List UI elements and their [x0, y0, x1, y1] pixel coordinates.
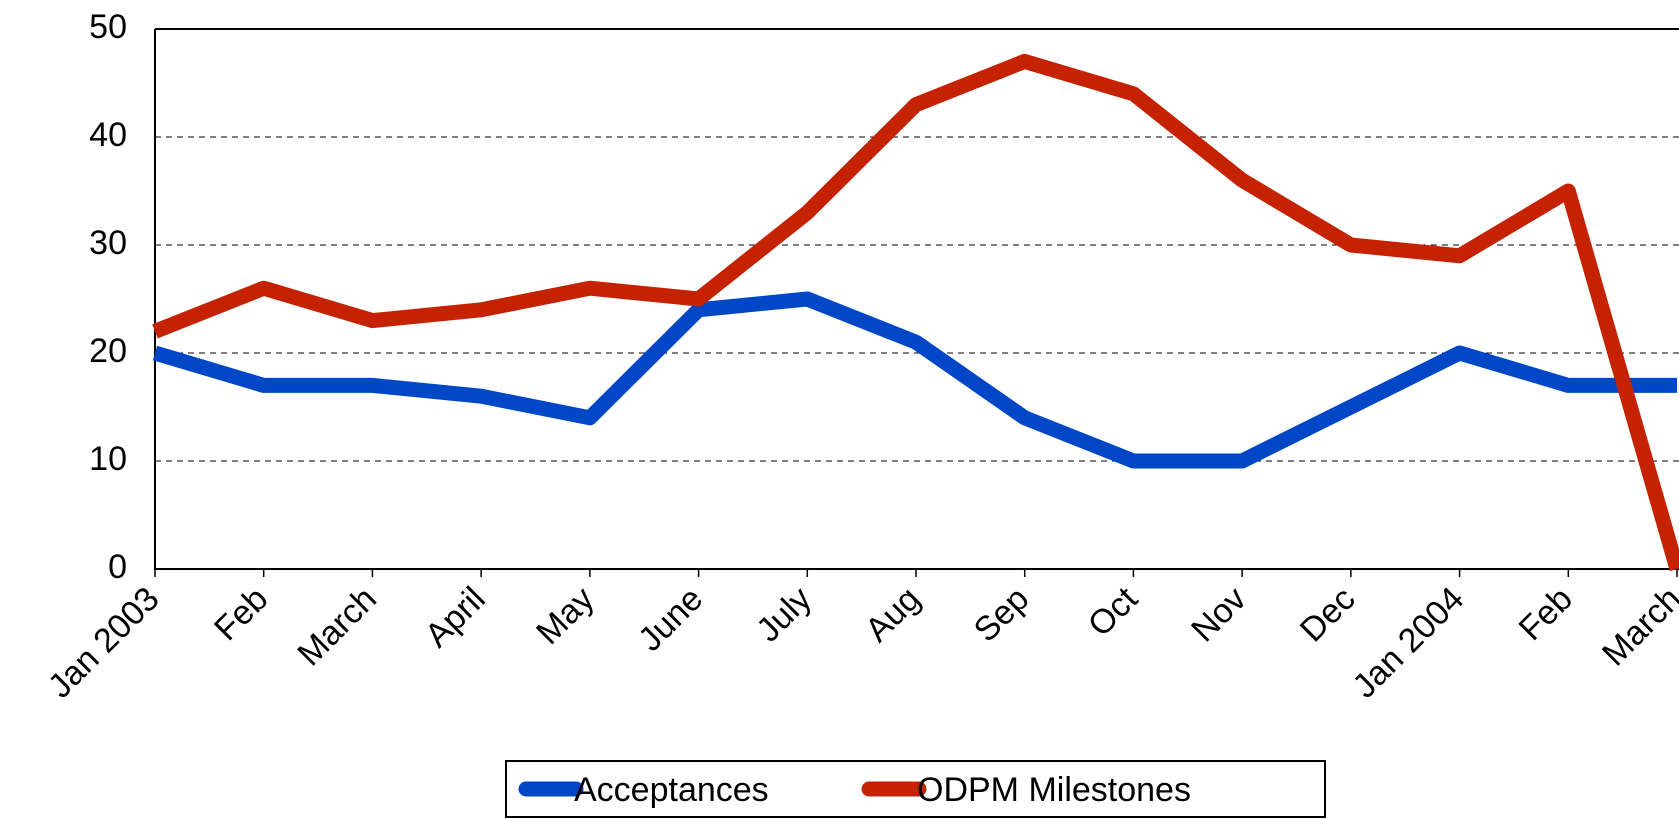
x-tick-label: June	[631, 580, 710, 659]
y-tick-label: 10	[89, 440, 127, 478]
x-tick-label: March	[290, 580, 384, 674]
x-tick-label: April	[418, 580, 493, 655]
x-tick-label: May	[529, 580, 601, 652]
series-line	[152, 53, 1679, 572]
y-tick-label: 30	[89, 224, 127, 262]
series-line	[152, 291, 1677, 469]
y-tick-label: 40	[89, 116, 127, 154]
y-tick-label: 50	[89, 8, 127, 46]
y-tick-label: 20	[89, 332, 127, 370]
x-tick-label: March	[1595, 580, 1679, 674]
x-tick-label: Oct	[1081, 579, 1146, 644]
x-tick-label: Feb	[207, 580, 275, 648]
x-tick-label: Sep	[967, 580, 1037, 650]
y-tick-label: 0	[108, 548, 127, 586]
x-tick-label: Jan 2004	[1345, 580, 1471, 706]
legend-label: ODPM Milestones	[917, 771, 1191, 809]
x-tick-label: Dec	[1293, 580, 1363, 650]
x-tick-label: Aug	[858, 580, 928, 650]
legend-label: Acceptances	[574, 771, 769, 809]
x-tick-label: Jan 2003	[41, 580, 167, 706]
plot-lines	[152, 53, 1679, 572]
x-tick-label: July	[749, 580, 819, 650]
x-tick-label: Feb	[1512, 580, 1580, 648]
x-tick-label: Nov	[1184, 580, 1254, 650]
